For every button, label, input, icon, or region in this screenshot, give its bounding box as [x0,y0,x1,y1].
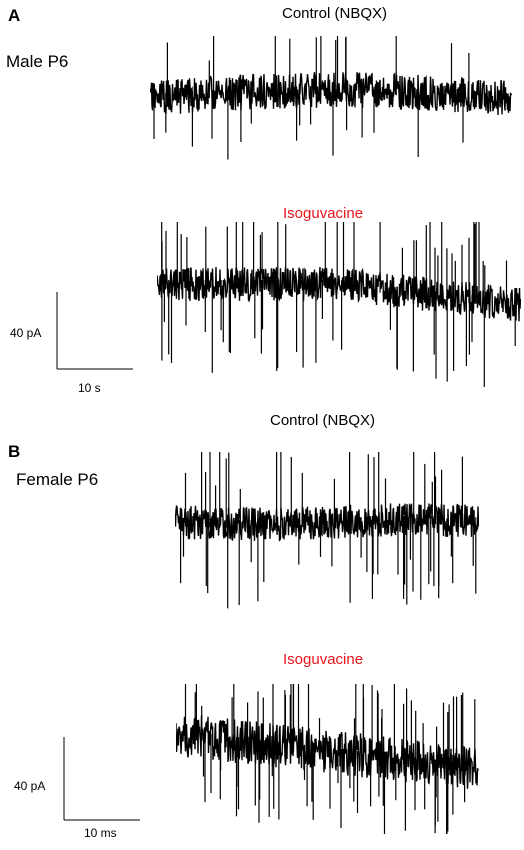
trace-male-control [150,36,512,160]
control-label-b: Control (NBQX) [270,412,376,429]
scale-amp-a: 40 pA [10,326,42,340]
scale-amp-b: 40 pA [14,779,46,793]
group-label-female: Female P6 [16,470,99,489]
control-label-a: Control (NBQX) [282,5,388,22]
scale-time-a: 10 s [78,381,101,395]
scale-bar-a [56,292,133,370]
trace-male-isoguvacine [157,222,521,387]
scale-time-b: 10 ms [84,826,117,840]
panel-letter-a: A [8,6,21,25]
group-label-male: Male P6 [6,52,69,71]
panel-letter-b: B [8,442,21,461]
drug-label-b: Isoguvacine [283,651,364,668]
trace-female-control [175,452,479,609]
trace-female-isoguvacine [176,684,479,834]
scale-bar-b [63,737,140,821]
drug-label-a: Isoguvacine [283,205,364,222]
